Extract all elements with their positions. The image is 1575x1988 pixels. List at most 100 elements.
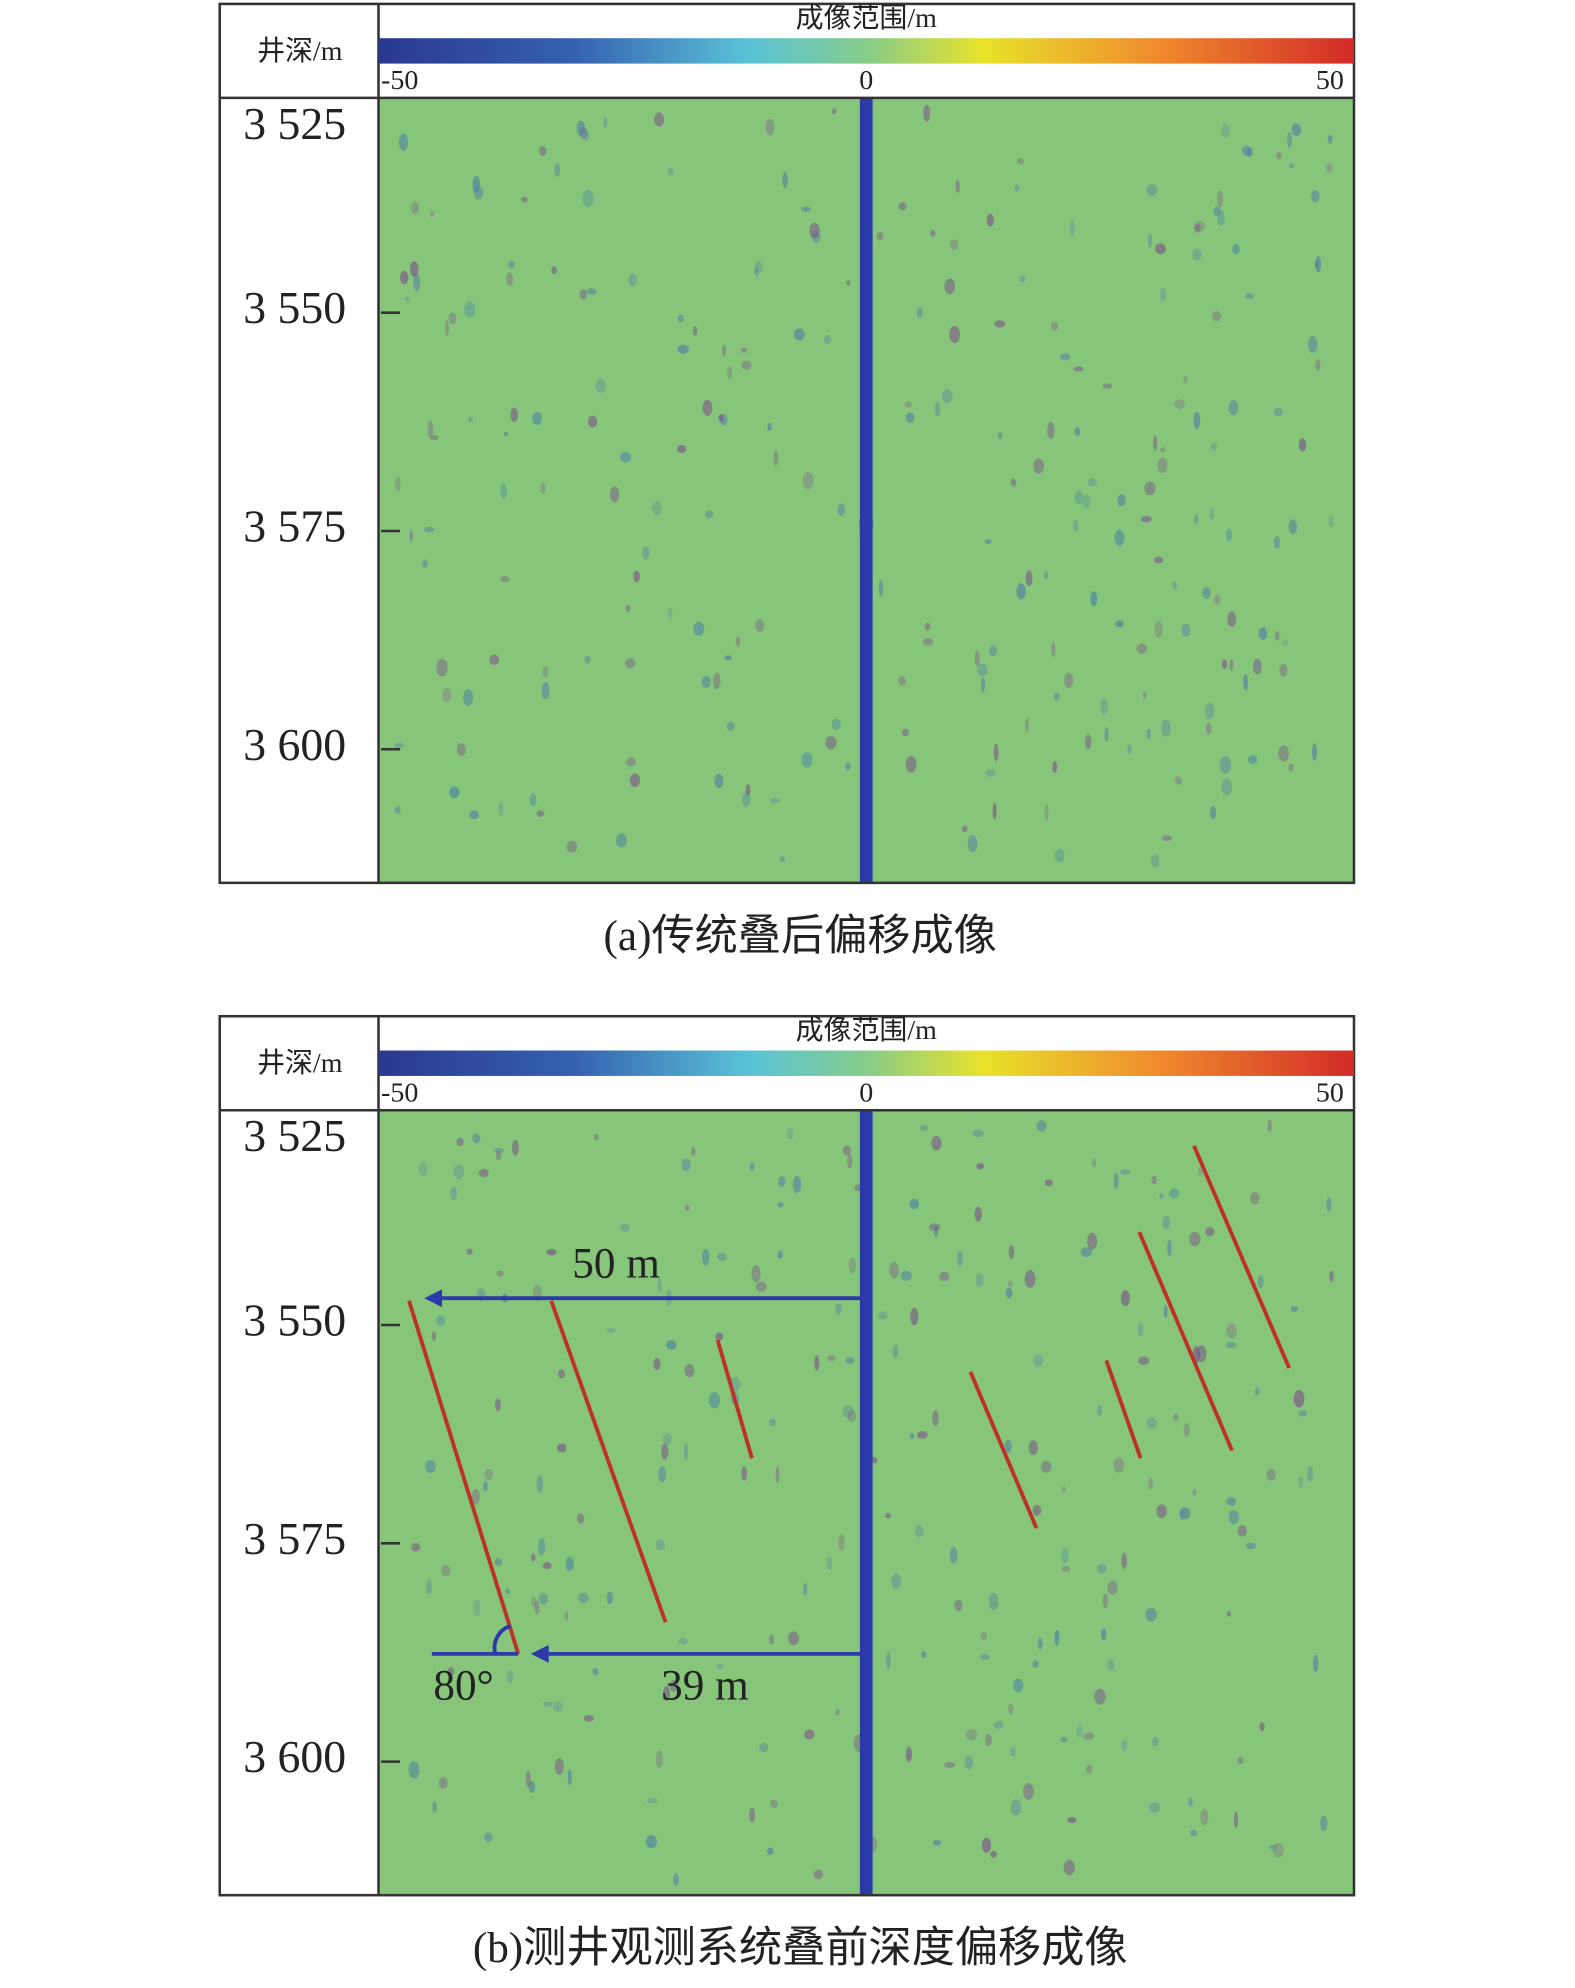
image-texture <box>473 175 481 193</box>
image-texture <box>536 810 545 817</box>
image-texture <box>583 1714 594 1722</box>
image-texture <box>1183 1422 1190 1437</box>
image-texture <box>1007 1280 1013 1288</box>
image-texture <box>1311 190 1320 203</box>
image-texture <box>1054 1630 1060 1646</box>
image-texture <box>1266 1468 1276 1481</box>
image-texture <box>1257 1275 1264 1288</box>
image-texture <box>1181 623 1191 637</box>
image-texture <box>425 1460 436 1474</box>
image-texture <box>1113 1172 1119 1190</box>
image-texture <box>931 1135 942 1151</box>
image-texture <box>534 1600 540 1615</box>
annotation: 80° <box>433 1662 493 1709</box>
image-texture <box>542 665 549 678</box>
image-texture <box>775 1466 780 1483</box>
image-texture <box>692 325 698 336</box>
image-texture <box>910 1307 919 1326</box>
image-texture <box>1174 399 1185 410</box>
image-texture <box>702 399 713 417</box>
image-texture <box>1227 611 1237 627</box>
image-texture <box>1287 131 1292 148</box>
image-texture <box>552 1700 563 1712</box>
image-texture <box>521 196 528 203</box>
image-texture <box>1193 221 1206 232</box>
image-texture <box>1080 1247 1092 1258</box>
colorbar-tick-label: 50 <box>1316 1077 1344 1108</box>
image-texture <box>624 658 636 669</box>
image-texture <box>915 1525 924 1538</box>
panel: 成像范围/m -50 0 50 井深/m 3 525 3 550 3 575 3 600 (b)测… <box>218 1014 1356 1972</box>
image-texture <box>845 1357 855 1365</box>
image-texture <box>1004 1439 1012 1453</box>
y-tick-label: 3 575 <box>243 1513 346 1564</box>
image-texture <box>1161 719 1171 737</box>
image-texture <box>464 301 476 318</box>
image-texture <box>759 1742 769 1753</box>
image-texture <box>777 1202 784 1208</box>
image-texture <box>768 1634 775 1645</box>
image-texture <box>1246 147 1253 158</box>
image-texture <box>525 1771 531 1788</box>
image-texture <box>463 689 474 707</box>
image-texture <box>677 344 689 354</box>
image-texture <box>716 1253 727 1261</box>
image-texture <box>1212 310 1222 322</box>
image-texture <box>1162 1215 1171 1230</box>
image-texture <box>1219 756 1232 774</box>
image-texture <box>1102 1593 1109 1609</box>
y-tick-label: 3 550 <box>243 282 346 333</box>
image-texture <box>1157 457 1168 474</box>
image-texture <box>484 1832 493 1842</box>
image-texture <box>1202 587 1211 599</box>
image-texture <box>1028 1440 1038 1456</box>
image-texture <box>1179 1509 1185 1521</box>
image-texture <box>1163 1305 1168 1318</box>
image-texture <box>1245 1542 1256 1550</box>
image-texture <box>1032 1504 1042 1516</box>
image-texture <box>1107 1659 1115 1671</box>
image-texture <box>1107 1580 1118 1595</box>
image-texture <box>1153 435 1158 451</box>
image-texture <box>426 1579 432 1595</box>
image-texture <box>949 1547 958 1564</box>
image-texture <box>566 840 578 853</box>
image-texture <box>886 1651 891 1670</box>
image-texture <box>1161 835 1173 842</box>
image-texture <box>673 1873 679 1887</box>
arrow-head <box>424 1289 443 1308</box>
image-texture <box>1136 643 1148 654</box>
image-texture <box>1113 1457 1125 1473</box>
image-texture <box>735 636 741 647</box>
image-texture <box>423 526 435 533</box>
image-texture <box>985 1733 992 1747</box>
image-texture <box>546 1248 557 1256</box>
image-texture <box>1173 1413 1179 1422</box>
image-texture <box>800 206 812 212</box>
image-texture <box>442 687 452 703</box>
image-texture <box>932 1839 942 1846</box>
image-texture <box>1076 1724 1083 1738</box>
image-texture <box>625 605 631 612</box>
image-texture <box>898 676 906 687</box>
image-texture <box>1061 1486 1067 1493</box>
image-texture <box>1074 490 1084 505</box>
image-texture <box>769 797 780 804</box>
colorbar-label: 成像范围/m <box>796 1014 938 1046</box>
image-texture <box>413 273 421 291</box>
image-texture <box>889 1261 900 1279</box>
image-texture <box>584 129 590 142</box>
image-texture <box>512 1139 519 1156</box>
image-texture <box>923 104 931 122</box>
image-texture <box>693 621 705 636</box>
image-texture <box>1127 744 1132 754</box>
image-texture <box>1200 1808 1209 1826</box>
image-texture <box>691 1147 696 1156</box>
image-texture <box>1120 1290 1130 1307</box>
image-texture <box>826 1556 833 1570</box>
image-texture <box>755 619 765 633</box>
image-texture <box>582 189 594 208</box>
image-texture <box>430 210 435 218</box>
image-texture <box>1209 507 1215 521</box>
image-texture <box>469 810 480 820</box>
